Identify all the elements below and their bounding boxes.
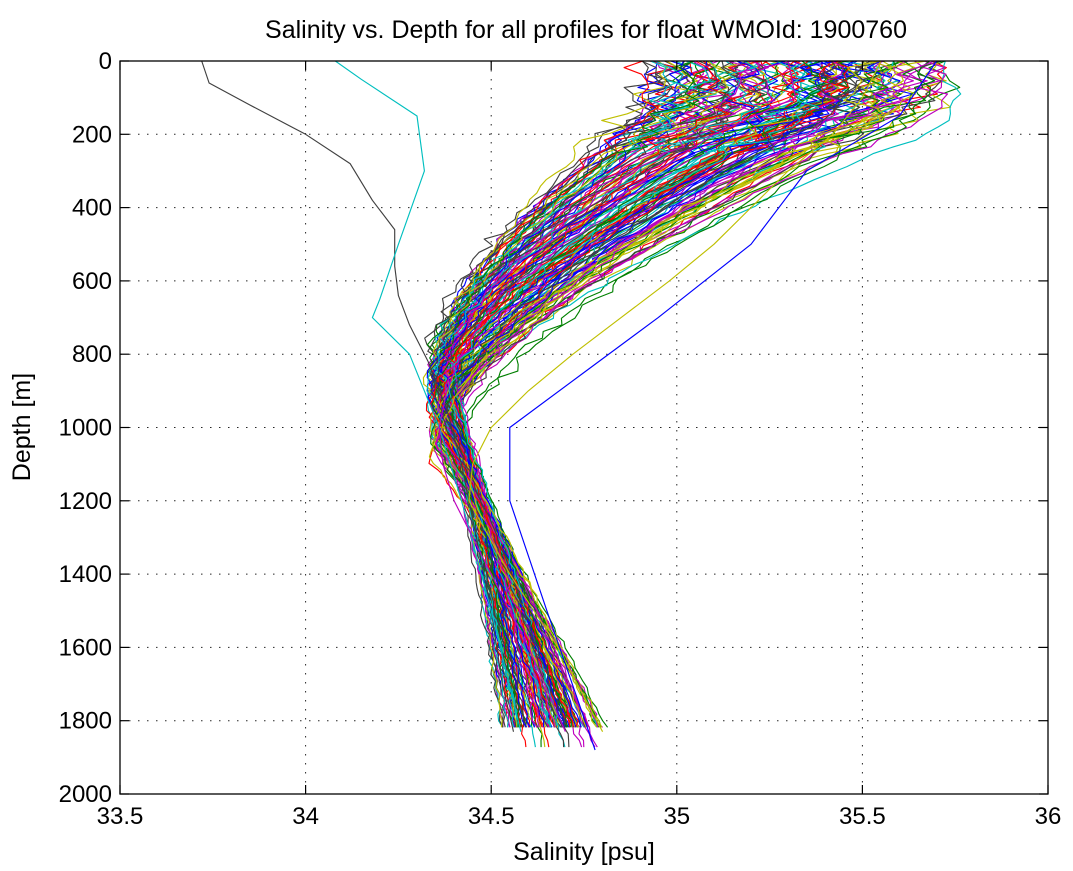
profile-line bbox=[334, 60, 522, 732]
x-tick-label: 35.5 bbox=[839, 803, 886, 830]
y-tick-label: 400 bbox=[72, 195, 112, 222]
x-tick-label: 34 bbox=[292, 803, 319, 830]
profile-line bbox=[440, 60, 691, 728]
x-tick-label: 33.5 bbox=[97, 803, 144, 830]
profile-line bbox=[436, 60, 763, 728]
x-tick-label: 35 bbox=[663, 803, 690, 830]
profile-line bbox=[438, 60, 797, 732]
y-axis-label: Depth [m] bbox=[8, 373, 36, 481]
profile-line bbox=[426, 60, 741, 728]
profile-line bbox=[442, 60, 842, 748]
profile-line bbox=[509, 60, 938, 751]
y-tick-label: 1000 bbox=[59, 415, 112, 442]
y-tick-label: 1200 bbox=[59, 488, 112, 515]
y-tick-label: 1800 bbox=[59, 708, 112, 735]
profile-line bbox=[449, 60, 947, 748]
profile-line bbox=[431, 60, 832, 728]
y-tick-label: 1400 bbox=[59, 561, 112, 588]
profile-line bbox=[430, 60, 865, 728]
x-axis-label: Salinity [psu] bbox=[513, 838, 655, 866]
x-tick-label: 36 bbox=[1035, 803, 1062, 830]
profile-line bbox=[445, 60, 834, 728]
y-tick-label: 200 bbox=[72, 121, 112, 148]
profile-line bbox=[442, 60, 838, 728]
profile-line bbox=[448, 60, 820, 728]
profile-line bbox=[440, 60, 700, 728]
y-tick-label: 800 bbox=[72, 341, 112, 368]
y-tick-labels: 0 200 400 600 800 1000 1200 1400 1600 1800 2000 bbox=[59, 48, 112, 808]
profiles bbox=[201, 60, 962, 751]
x-tick-label: 34.5 bbox=[468, 803, 515, 830]
chart-title: Salinity vs. Depth for all profiles for … bbox=[265, 16, 907, 44]
axis-ticks bbox=[119, 60, 1049, 795]
y-tick-label: 1600 bbox=[59, 634, 112, 661]
profile-line bbox=[446, 60, 859, 728]
profile-line bbox=[446, 60, 931, 728]
profile-line bbox=[435, 60, 914, 748]
profile-line bbox=[201, 60, 515, 732]
y-tick-label: 2000 bbox=[59, 781, 112, 808]
y-tick-label: 600 bbox=[72, 268, 112, 295]
profile-line bbox=[468, 60, 882, 732]
y-tick-label: 0 bbox=[99, 48, 112, 75]
x-tick-labels: 33.5 34 34.5 35 35.5 36 bbox=[97, 803, 1062, 830]
profile-line bbox=[426, 60, 762, 728]
profile-line bbox=[440, 60, 885, 728]
profile-line bbox=[432, 60, 717, 728]
profile-line bbox=[437, 60, 844, 728]
